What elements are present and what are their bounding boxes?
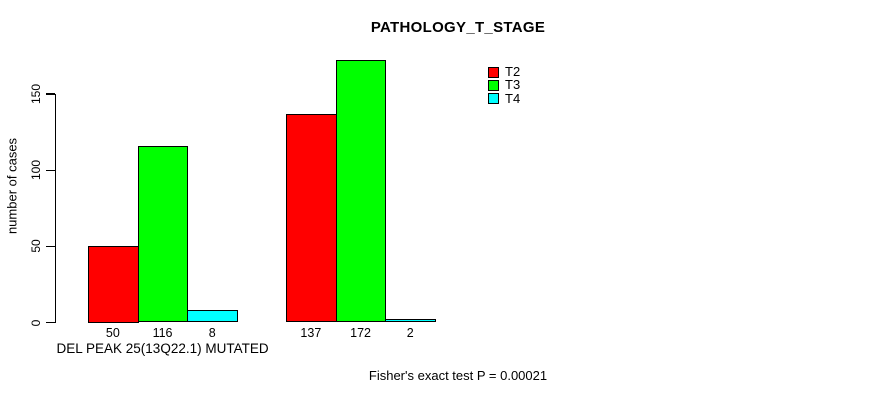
chart-title: PATHOLOGY_T_STAGE	[370, 19, 546, 36]
bar-value-label: 2	[406, 326, 414, 340]
legend-swatch-t3	[488, 79, 499, 91]
legend-label: T2	[505, 64, 521, 79]
legend-label: T4	[505, 90, 521, 106]
legend-swatch-t4	[488, 93, 499, 105]
y-tick-label: 100	[29, 159, 43, 181]
bar-value-label: 172	[350, 326, 371, 340]
bar-t2-group2	[286, 113, 337, 323]
y-tick	[46, 169, 55, 171]
bar-t3-group2	[335, 60, 387, 323]
y-tick-label: 0	[29, 319, 43, 326]
bar-t4-group1	[187, 310, 239, 323]
legend-label: T3	[505, 77, 521, 93]
bar-t3-group1	[137, 145, 189, 323]
legend-item-t3: T3	[488, 77, 521, 93]
legend-swatch-t2	[488, 66, 499, 78]
y-tick-label: 150	[29, 83, 43, 104]
stat-annotation: Fisher's exact test P = 0.00021	[368, 368, 548, 383]
y-axis-title: number of cases	[4, 137, 20, 235]
bar-value-label: 50	[105, 326, 120, 340]
bar-value-label: 116	[152, 326, 173, 340]
legend-item-t4: T4	[488, 90, 521, 106]
bar-value-label: 8	[208, 326, 216, 340]
x-category-label: DEL PEAK 25(13Q22.1) MUTATED	[56, 341, 269, 356]
y-tick	[46, 245, 55, 248]
y-tick	[46, 93, 55, 95]
legend-item-t2: T2	[488, 64, 521, 79]
y-axis-line	[55, 93, 57, 323]
bar-t4-group2	[385, 319, 437, 323]
bar-value-label: 137	[300, 326, 322, 340]
y-tick-label: 50	[29, 239, 43, 253]
y-tick	[46, 322, 55, 324]
bar-t2-group1	[88, 246, 139, 323]
